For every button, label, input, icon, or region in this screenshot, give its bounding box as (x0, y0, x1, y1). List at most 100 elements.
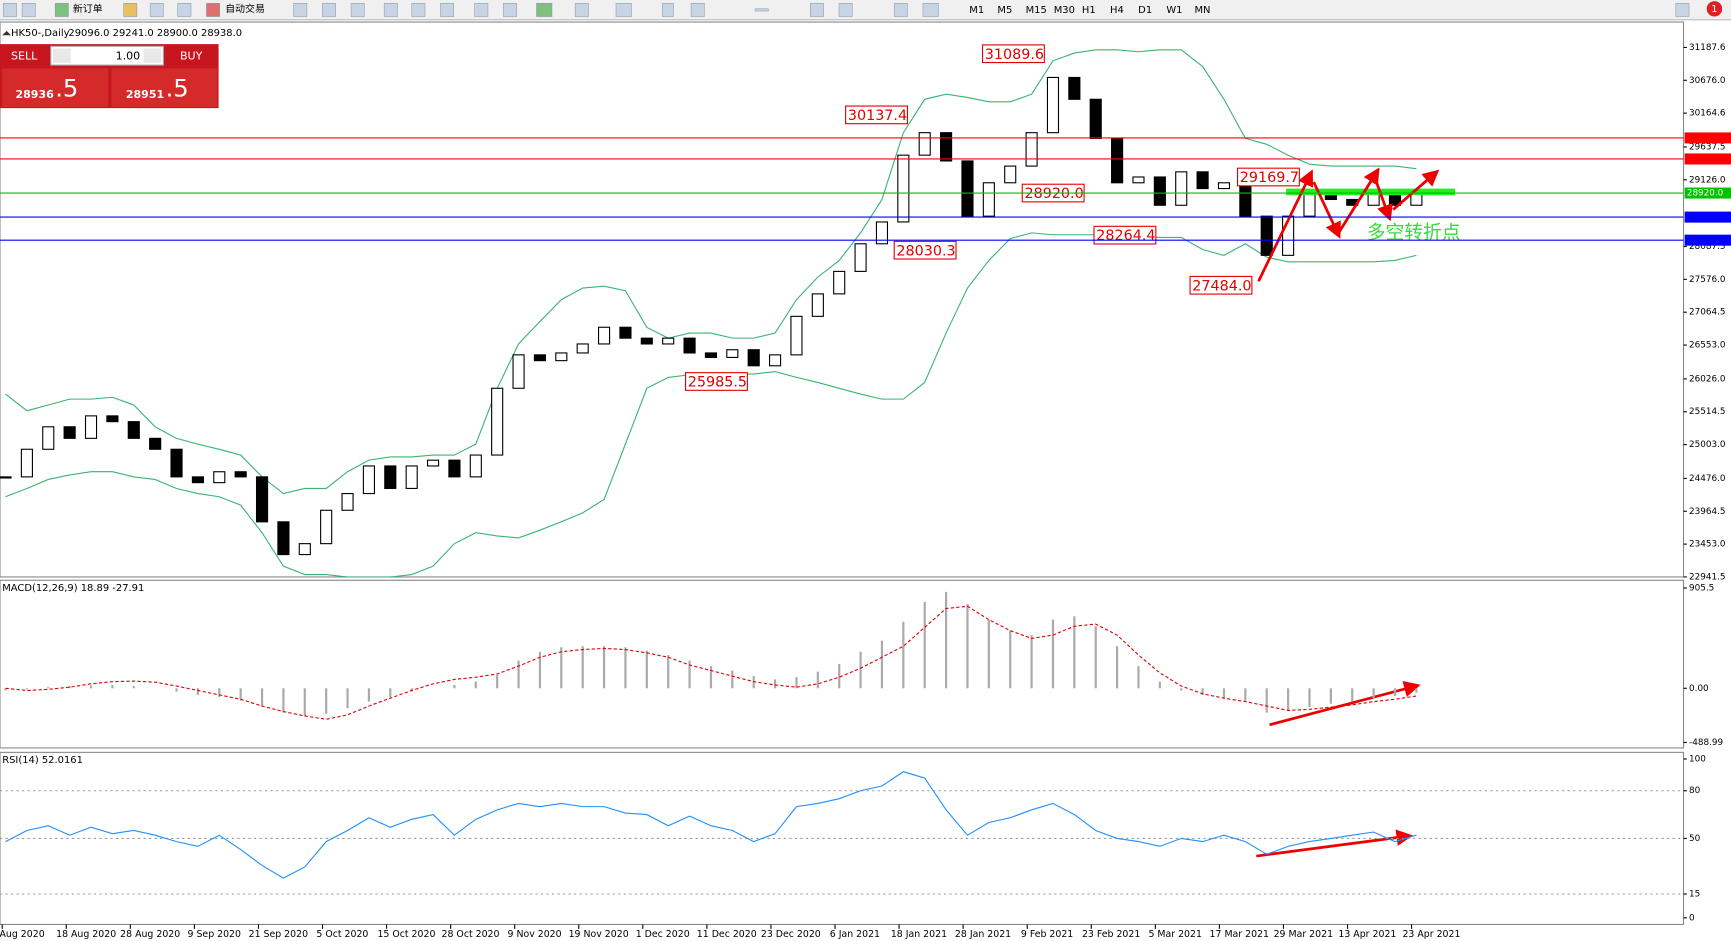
candle (84, 415, 98, 439)
rsi-tick-label: 80 (1689, 786, 1701, 796)
candle (213, 471, 226, 484)
lot-input[interactable] (50, 45, 164, 66)
x-tick-label: 9 Sep 2020 (188, 929, 242, 940)
auto-trade-button[interactable]: 自动交易 (225, 2, 265, 15)
candle (0, 476, 12, 479)
candle (170, 448, 183, 478)
macd-tick-label: -488.99 (1689, 738, 1723, 748)
timeframe-button[interactable]: M15 (1026, 5, 1047, 16)
candle (106, 415, 119, 423)
candle (426, 459, 440, 467)
x-tick-label: 13 Apr 2021 (1338, 929, 1396, 940)
price-annotation-box (981, 44, 1045, 64)
candle (961, 160, 974, 217)
y-tick-label: 24476.0 (1689, 474, 1726, 484)
candle (833, 270, 846, 295)
y-tick-label: 22941.5 (1689, 572, 1725, 582)
candle (640, 337, 653, 345)
y-tick-label: 29126.0 (1689, 175, 1726, 185)
x-tick-label: 23 Dec 2020 (761, 929, 821, 940)
candle (1260, 215, 1273, 256)
candle (1004, 165, 1017, 184)
notification-badge[interactable] (1706, 1, 1723, 17)
sell-button[interactable] (2, 68, 109, 108)
timeframe-button[interactable]: MN (1194, 5, 1210, 16)
y-tick-label: 25003.0 (1689, 440, 1726, 450)
timeframe-button[interactable]: W1 (1166, 5, 1182, 16)
price-annotation: 30137.4 (848, 108, 907, 124)
timeframe-button[interactable]: H4 (1110, 5, 1124, 16)
buy-fraction: .5 (166, 73, 189, 102)
timeframe-button[interactable]: M1 (969, 5, 984, 16)
trend-arrow (1373, 176, 1393, 222)
x-tick-label: Aug 2020 (0, 929, 45, 940)
candle (1217, 182, 1231, 190)
timeframe-button[interactable]: H1 (1082, 5, 1096, 16)
chart-title: HK50-,Daily (11, 28, 70, 39)
candle (405, 465, 418, 489)
buy-label[interactable]: BUY (180, 49, 203, 62)
candle (1282, 215, 1295, 256)
y-tick-label: 27576.0 (1689, 275, 1726, 285)
toolbar-icons (3, 3, 1690, 17)
candle (1367, 193, 1380, 206)
candle (512, 354, 525, 389)
new-order-button[interactable]: 新订单 (73, 2, 103, 15)
candle (1175, 171, 1188, 206)
candle (747, 349, 760, 367)
x-tick-label: 19 Nov 2020 (569, 929, 629, 940)
main-panel (0, 21, 1685, 578)
y-tick-label: 29637.5 (1689, 142, 1725, 152)
trend-arrow (1312, 181, 1341, 239)
rsi-tick-label: 0 (1689, 913, 1695, 923)
macd-title: MACD(12,26,9) 18.89 -27.91 (2, 583, 144, 594)
rsi-tick-label: 50 (1689, 834, 1701, 844)
rsi-tick-label: 100 (1689, 754, 1706, 764)
candle (1025, 132, 1038, 167)
x-tick-label: 23 Feb 2021 (1082, 929, 1140, 940)
price-annotation: 27484.0 (1192, 278, 1251, 294)
macd-tick-label: 905.5 (1689, 583, 1714, 593)
candle (683, 337, 696, 354)
candle (1046, 76, 1060, 134)
candle (384, 465, 397, 489)
ohlc-header: 29096.0 29241.0 28900.0 28938.0 (68, 28, 242, 39)
candle (234, 471, 247, 478)
trend-arrow (1392, 169, 1440, 211)
y-tick-label: 30164.6 (1689, 109, 1726, 119)
macd-panel (0, 579, 1685, 749)
candle (940, 132, 953, 162)
rsi-tick-label: 15 (1689, 890, 1700, 900)
timeframe-button[interactable]: M30 (1054, 5, 1075, 16)
x-tick-label: 29 Mar 2021 (1274, 929, 1333, 940)
sell-label[interactable]: SELL (11, 49, 38, 62)
candle (619, 326, 632, 339)
y-tick-label: 27064.5 (1689, 308, 1725, 318)
y-tick-label: 31187.6 (1689, 43, 1726, 53)
macd-tick-label: 0.00 (1689, 684, 1709, 694)
candle (854, 243, 867, 272)
price-annotation: 29169.7 (1240, 170, 1299, 186)
price-annotation-box (685, 372, 748, 391)
candle (662, 337, 675, 345)
level-tag (1684, 153, 1731, 165)
price-annotation: 28920.0 (1024, 186, 1083, 202)
rsi-title: RSI(14) 52.0161 (2, 755, 83, 766)
candle (1089, 98, 1102, 140)
x-tick-label: 17 Mar 2021 (1210, 929, 1269, 940)
buy-button[interactable] (111, 68, 218, 108)
candle (918, 132, 931, 156)
sell-fraction: .5 (55, 73, 78, 102)
candle (149, 437, 162, 450)
x-tick-label: 15 Oct 2020 (377, 929, 435, 940)
candle (191, 476, 204, 484)
candle (1068, 76, 1081, 100)
x-tick-label: 18 Jan 2021 (891, 929, 947, 940)
timeframe-button[interactable]: M5 (997, 5, 1012, 16)
timeframe-button[interactable]: D1 (1138, 5, 1152, 16)
candle (491, 387, 504, 456)
lot-value[interactable]: 1.00 (116, 49, 141, 62)
candle (1111, 137, 1124, 184)
